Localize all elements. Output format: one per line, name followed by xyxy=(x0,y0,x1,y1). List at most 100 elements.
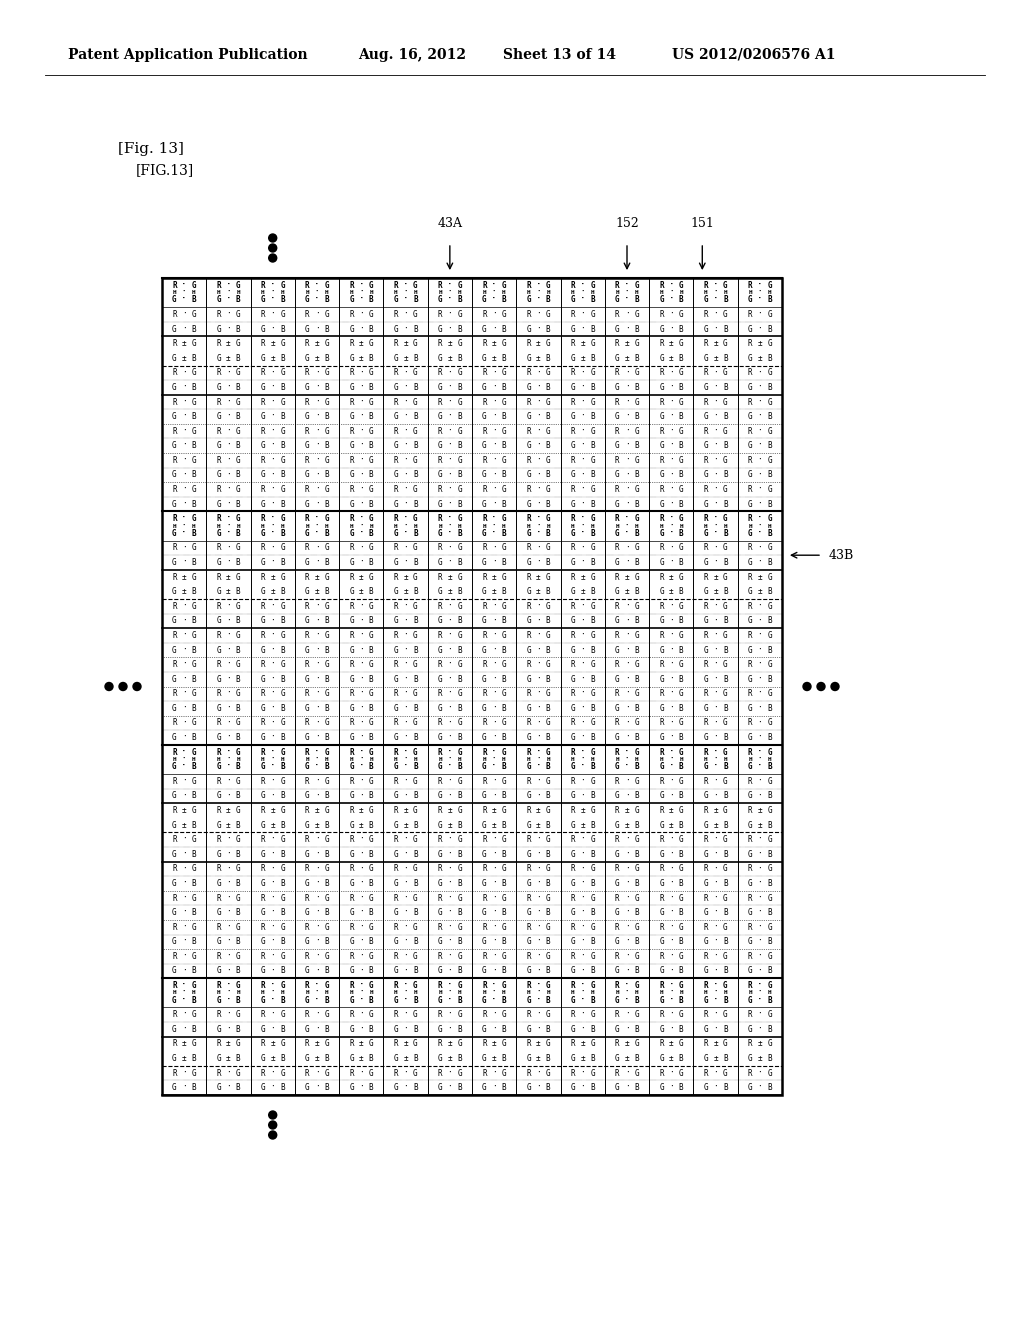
Text: R: R xyxy=(261,631,265,640)
Text: ·: · xyxy=(537,704,541,713)
Text: G: G xyxy=(723,455,728,465)
Text: G: G xyxy=(349,675,354,684)
Text: G: G xyxy=(236,718,241,727)
Text: G: G xyxy=(393,966,398,975)
Text: G: G xyxy=(393,558,398,568)
Text: B: B xyxy=(281,1055,285,1063)
Text: R: R xyxy=(305,515,309,523)
Text: ·: · xyxy=(226,689,230,698)
Text: G: G xyxy=(767,339,772,348)
Text: G: G xyxy=(679,718,683,727)
Text: G: G xyxy=(703,325,709,334)
Text: B: B xyxy=(635,558,639,568)
Text: R: R xyxy=(526,952,531,961)
Text: G: G xyxy=(413,339,418,348)
Text: ·: · xyxy=(358,747,364,756)
Text: H: H xyxy=(193,990,196,995)
Text: G: G xyxy=(281,894,285,903)
Text: G: G xyxy=(216,645,221,655)
Text: G: G xyxy=(635,368,639,378)
Text: ·: · xyxy=(758,412,762,421)
Text: G: G xyxy=(261,587,265,597)
Text: G: G xyxy=(458,747,462,756)
Text: B: B xyxy=(767,325,772,334)
Text: G: G xyxy=(679,807,683,814)
Text: ·: · xyxy=(270,850,275,859)
Text: ±: ± xyxy=(270,807,275,814)
Text: ·: · xyxy=(359,1024,364,1034)
Text: G: G xyxy=(261,325,265,334)
Text: R: R xyxy=(748,952,753,961)
Text: R: R xyxy=(216,807,221,814)
Text: G: G xyxy=(438,325,442,334)
Text: ·: · xyxy=(537,455,541,465)
Text: B: B xyxy=(236,821,241,829)
Text: G: G xyxy=(236,631,241,640)
Text: R: R xyxy=(349,747,354,756)
Text: ·: · xyxy=(270,1010,275,1019)
Text: ·: · xyxy=(492,704,497,713)
Text: G: G xyxy=(261,704,265,713)
Text: G: G xyxy=(570,616,575,626)
Text: G: G xyxy=(482,529,486,537)
Text: ·: · xyxy=(625,952,630,961)
Text: R: R xyxy=(703,807,709,814)
Text: ·: · xyxy=(359,441,364,450)
Text: B: B xyxy=(546,1055,551,1063)
Text: 43B: 43B xyxy=(829,549,854,562)
Text: B: B xyxy=(191,354,197,363)
Text: ·: · xyxy=(314,836,319,845)
Text: G: G xyxy=(172,616,177,626)
Text: ·: · xyxy=(581,879,585,888)
Text: ·: · xyxy=(314,558,319,568)
Text: B: B xyxy=(458,383,462,392)
Text: R: R xyxy=(393,807,398,814)
Text: R: R xyxy=(216,981,221,990)
Text: B: B xyxy=(369,675,374,684)
Text: R: R xyxy=(748,397,753,407)
Text: ·: · xyxy=(625,755,630,764)
Text: B: B xyxy=(191,412,197,421)
Text: ·: · xyxy=(758,908,762,917)
Text: ·: · xyxy=(492,995,497,1005)
Text: R: R xyxy=(748,484,753,494)
Text: ·: · xyxy=(580,995,586,1005)
Text: ·: · xyxy=(492,894,497,903)
Text: ·: · xyxy=(537,836,541,845)
Text: ·: · xyxy=(358,995,364,1005)
Text: G: G xyxy=(482,704,486,713)
Text: G: G xyxy=(261,995,265,1005)
Text: B: B xyxy=(635,675,639,684)
Text: B: B xyxy=(590,792,595,800)
Text: ·: · xyxy=(492,484,497,494)
Text: R: R xyxy=(526,515,531,523)
Text: G: G xyxy=(723,573,728,582)
Text: G: G xyxy=(325,544,329,552)
Text: B: B xyxy=(679,383,683,392)
Text: B: B xyxy=(325,762,329,771)
Text: ·: · xyxy=(225,281,231,290)
Text: ·: · xyxy=(625,1069,630,1077)
Text: ·: · xyxy=(758,368,762,378)
Text: B: B xyxy=(679,441,683,450)
Text: R: R xyxy=(659,455,664,465)
Text: ·: · xyxy=(536,995,541,1005)
Text: ·: · xyxy=(359,368,364,378)
Text: R: R xyxy=(570,484,575,494)
Text: G: G xyxy=(546,981,551,990)
Text: R: R xyxy=(393,1010,398,1019)
Text: R: R xyxy=(659,397,664,407)
Text: G: G xyxy=(723,1069,728,1077)
Text: B: B xyxy=(325,470,329,479)
Text: ·: · xyxy=(403,1084,408,1092)
Text: G: G xyxy=(590,368,595,378)
Text: ·: · xyxy=(359,865,364,874)
Text: R: R xyxy=(659,660,664,669)
Text: ·: · xyxy=(581,792,585,800)
Text: G: G xyxy=(546,718,551,727)
Text: ·: · xyxy=(270,325,275,334)
Text: R: R xyxy=(172,602,177,611)
Text: ·: · xyxy=(581,521,585,531)
Text: R: R xyxy=(703,689,709,698)
Text: G: G xyxy=(635,573,639,582)
